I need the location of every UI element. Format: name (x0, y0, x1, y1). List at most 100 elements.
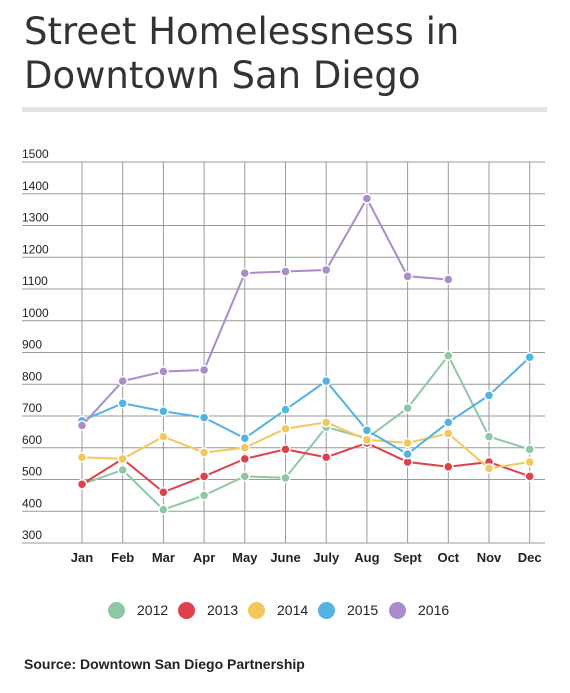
y-axis-tick-labels: 300 400 500 600 700 800 900 1000 1100 1200 1300 140… (22, 147, 49, 542)
y-tick-label: 1200 (22, 242, 49, 256)
data-point (443, 428, 454, 439)
x-tick-label: Aug (354, 550, 379, 565)
legend-label: 2016 (418, 602, 450, 618)
x-axis-tick-labels: Jan Feb Mar Apr May June July Aug Sept Oct Nov Dec (71, 550, 542, 565)
data-point (361, 434, 373, 446)
y-tick-label: 700 (22, 401, 42, 415)
data-point (402, 437, 413, 449)
data-point (320, 417, 332, 428)
legend-swatch (178, 601, 195, 619)
x-tick-label: Oct (437, 550, 459, 565)
data-point (280, 266, 291, 277)
series-2015 (76, 352, 535, 460)
x-tick-label: Apr (193, 550, 215, 565)
series-line (81, 356, 531, 456)
legend-label: 2013 (207, 602, 239, 618)
chart-title: Street Homelessness in Downtown San Dieg… (24, 10, 554, 98)
data-point (402, 271, 413, 282)
data-point (76, 479, 88, 490)
legend-item-2014: 2014 (248, 596, 308, 624)
chart-title-line-2: Downtown San Diego (24, 54, 421, 97)
chart-legend: 2012 2013 2014 2015 2016 (0, 596, 570, 624)
data-point (443, 274, 454, 285)
data-point (117, 398, 128, 409)
data-point (524, 352, 535, 363)
data-point (76, 452, 88, 463)
data-point (524, 444, 535, 455)
series-line (81, 441, 531, 494)
x-tick-label: July (313, 550, 340, 565)
y-tick-label: 1300 (22, 211, 49, 225)
y-tick-label: 900 (22, 338, 42, 352)
data-point (198, 412, 210, 423)
data-point (402, 402, 413, 414)
legend-swatch (248, 601, 265, 619)
legend-label: 2015 (347, 602, 379, 618)
x-tick-label: May (232, 550, 258, 565)
data-point (158, 366, 169, 377)
data-point (239, 471, 251, 482)
legend-swatch (108, 601, 125, 619)
title-divider (22, 107, 547, 112)
x-tick-label: June (270, 550, 300, 565)
data-point (76, 420, 88, 431)
data-point (524, 471, 535, 482)
data-point (158, 486, 169, 498)
chart-grid (22, 161, 545, 544)
chart-series (76, 193, 535, 515)
series-line (81, 354, 530, 511)
legend-item-2012: 2012 (108, 596, 168, 624)
data-point (443, 350, 454, 361)
data-point (198, 490, 210, 501)
data-point (239, 453, 251, 465)
data-point (239, 432, 251, 444)
data-point (198, 471, 210, 482)
data-point (280, 404, 291, 415)
y-tick-label: 300 (22, 528, 42, 542)
y-tick-label: 1100 (22, 274, 48, 288)
x-tick-label: Jan (71, 550, 93, 565)
chart-title-line-1: Street Homelessness in (24, 10, 460, 53)
legend-label: 2012 (137, 602, 169, 618)
data-point (117, 375, 128, 387)
legend-swatch (389, 601, 406, 619)
legend-item-2015: 2015 (318, 596, 378, 624)
y-tick-label: 500 (22, 465, 42, 479)
x-tick-label: Sept (394, 550, 423, 565)
data-point (198, 447, 210, 458)
y-tick-label: 800 (22, 369, 42, 383)
y-tick-label: 1000 (22, 306, 49, 320)
x-tick-label: Dec (518, 550, 542, 565)
data-point (117, 464, 128, 476)
legend-swatch (318, 601, 335, 619)
x-tick-label: Feb (111, 550, 134, 565)
data-point (443, 461, 454, 473)
data-point (483, 463, 495, 474)
data-point (483, 390, 495, 401)
series-2016 (76, 193, 454, 431)
data-point (320, 264, 332, 276)
data-point (483, 431, 495, 442)
data-point (239, 267, 251, 279)
data-point (280, 444, 291, 455)
y-tick-label: 1500 (22, 147, 49, 161)
data-point (320, 375, 332, 387)
data-point (280, 472, 291, 484)
data-point (158, 405, 169, 417)
data-point (320, 452, 332, 463)
data-point (158, 504, 169, 515)
series-line (81, 421, 530, 470)
data-point (198, 364, 210, 376)
data-point (117, 453, 128, 465)
legend-item-2016: 2016 (389, 596, 449, 624)
data-point (361, 193, 373, 204)
source-note: Source: Downtown San Diego Partnership (24, 656, 305, 672)
legend-label: 2014 (277, 602, 309, 618)
data-point (443, 417, 454, 428)
data-point (524, 456, 535, 468)
data-point (402, 448, 413, 460)
x-tick-label: Nov (477, 550, 502, 565)
data-point (158, 431, 169, 442)
y-tick-label: 400 (22, 496, 42, 510)
